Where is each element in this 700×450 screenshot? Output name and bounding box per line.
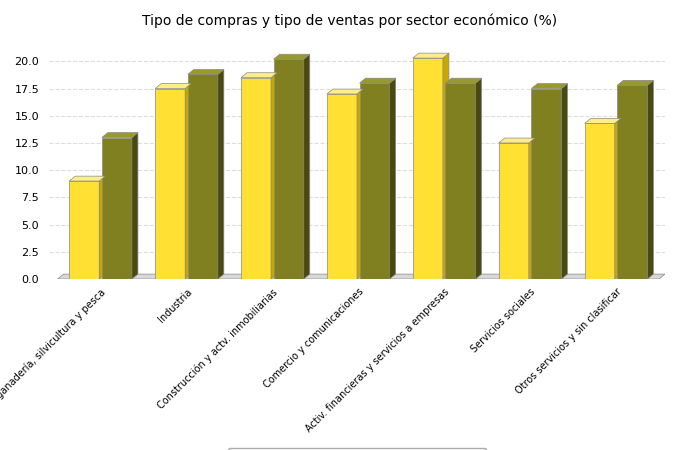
Polygon shape — [615, 118, 621, 279]
Polygon shape — [99, 176, 105, 279]
Bar — [188, 74, 218, 279]
Polygon shape — [357, 89, 363, 279]
Polygon shape — [617, 81, 653, 85]
Polygon shape — [531, 84, 568, 89]
Polygon shape — [218, 69, 224, 279]
Polygon shape — [304, 54, 309, 279]
Bar — [499, 143, 528, 279]
Polygon shape — [69, 176, 105, 181]
Polygon shape — [327, 89, 363, 94]
Polygon shape — [475, 78, 482, 279]
Polygon shape — [499, 138, 535, 143]
Bar — [69, 181, 99, 279]
Bar — [413, 58, 443, 279]
Polygon shape — [443, 53, 449, 279]
Polygon shape — [413, 53, 449, 58]
Polygon shape — [274, 54, 309, 59]
Polygon shape — [528, 138, 535, 279]
Bar — [241, 78, 271, 279]
Bar — [274, 59, 304, 279]
Polygon shape — [186, 84, 191, 279]
Bar — [327, 94, 357, 279]
Bar — [360, 83, 390, 279]
Polygon shape — [360, 78, 395, 83]
Bar — [445, 83, 475, 279]
Polygon shape — [648, 81, 653, 279]
Polygon shape — [155, 84, 191, 89]
Bar — [155, 89, 186, 279]
Polygon shape — [102, 133, 138, 138]
Polygon shape — [561, 84, 568, 279]
Polygon shape — [271, 73, 277, 279]
Legend: Tipo de Ventas, Tipo de Compras: Tipo de Ventas, Tipo de Compras — [228, 448, 486, 450]
Polygon shape — [132, 133, 138, 279]
Bar — [617, 85, 648, 279]
Bar — [102, 138, 132, 279]
Polygon shape — [241, 73, 277, 78]
Polygon shape — [188, 69, 224, 74]
Text: Tipo de compras y tipo de ventas por sector económico (%): Tipo de compras y tipo de ventas por sec… — [142, 14, 558, 28]
Polygon shape — [57, 274, 665, 279]
Bar — [531, 89, 561, 279]
Polygon shape — [390, 78, 395, 279]
Polygon shape — [445, 78, 482, 83]
Polygon shape — [584, 118, 621, 123]
Bar — [584, 123, 615, 279]
